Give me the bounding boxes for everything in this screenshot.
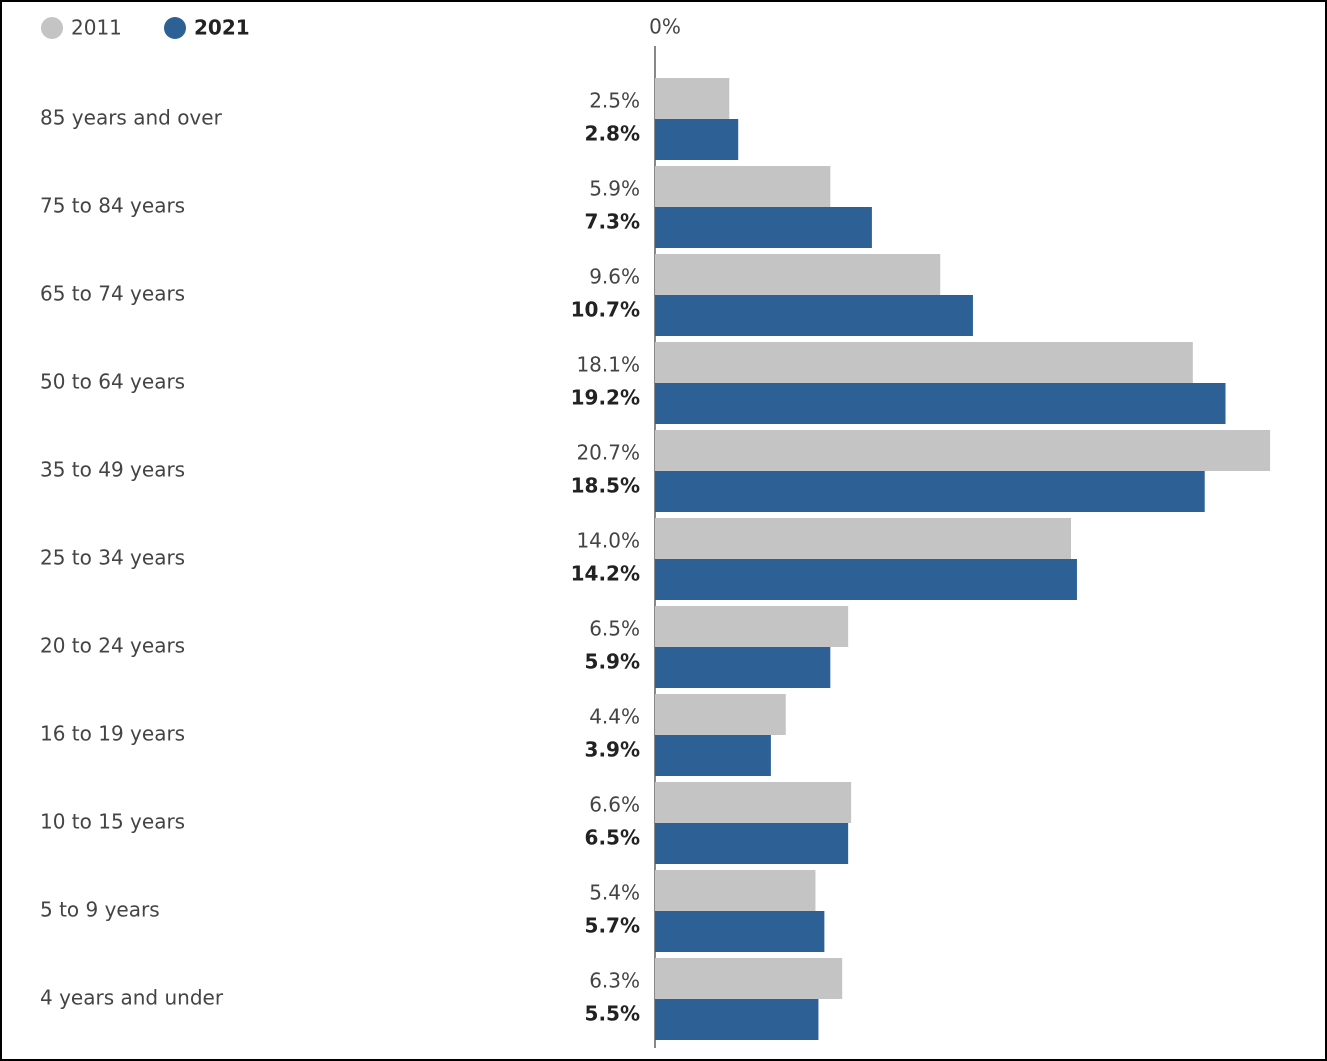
value-label: 5.5% — [585, 1002, 640, 1026]
category-label: 16 to 19 years — [40, 722, 185, 746]
bar — [655, 254, 941, 295]
category-label: 20 to 24 years — [40, 634, 185, 658]
category-label: 10 to 15 years — [40, 810, 185, 834]
bar — [655, 166, 831, 207]
value-label: 2.8% — [585, 122, 640, 146]
bar — [655, 342, 1193, 383]
bar — [655, 911, 825, 952]
category-label: 75 to 84 years — [40, 194, 185, 218]
bar — [655, 78, 730, 119]
value-label: 18.1% — [576, 353, 640, 377]
category-label: 5 to 9 years — [40, 898, 160, 922]
legend-swatch — [164, 17, 186, 39]
legend-label: 2021 — [194, 16, 250, 40]
bar — [655, 119, 739, 160]
value-label: 5.7% — [585, 914, 640, 938]
bar — [655, 999, 819, 1040]
bar — [655, 207, 872, 248]
value-label: 5.9% — [585, 650, 640, 674]
value-label: 6.5% — [589, 617, 640, 641]
bar — [655, 471, 1205, 512]
value-label: 18.5% — [571, 474, 640, 498]
legend-swatch — [41, 17, 63, 39]
category-label: 65 to 74 years — [40, 282, 185, 306]
bar — [655, 430, 1271, 471]
value-label: 14.2% — [571, 562, 640, 586]
bar — [655, 295, 973, 336]
bar — [655, 823, 849, 864]
value-label: 9.6% — [589, 265, 640, 289]
bar — [655, 735, 771, 776]
value-label: 5.4% — [589, 881, 640, 905]
value-label: 20.7% — [576, 441, 640, 465]
value-label: 19.2% — [571, 386, 640, 410]
bar — [655, 647, 831, 688]
bar — [655, 958, 843, 999]
bar — [655, 559, 1077, 600]
value-label: 5.9% — [589, 177, 640, 201]
category-label: 50 to 64 years — [40, 370, 185, 394]
category-label: 35 to 49 years — [40, 458, 185, 482]
value-label: 14.0% — [576, 529, 640, 553]
bar — [655, 694, 786, 735]
value-label: 2.5% — [589, 89, 640, 113]
value-label: 6.3% — [589, 969, 640, 993]
bar — [655, 782, 852, 823]
bar — [655, 870, 816, 911]
bar — [655, 606, 849, 647]
value-label: 6.6% — [589, 793, 640, 817]
category-label: 85 years and over — [40, 106, 223, 130]
category-label: 4 years and under — [40, 986, 224, 1010]
legend-label: 2011 — [71, 16, 122, 40]
x-tick-label: 0% — [649, 15, 681, 39]
category-label: 25 to 34 years — [40, 546, 185, 570]
value-label: 7.3% — [585, 210, 640, 234]
bar — [655, 518, 1071, 559]
value-label: 10.7% — [571, 298, 640, 322]
value-label: 4.4% — [589, 705, 640, 729]
value-label: 6.5% — [585, 826, 640, 850]
value-label: 3.9% — [585, 738, 640, 762]
bar — [655, 383, 1226, 424]
